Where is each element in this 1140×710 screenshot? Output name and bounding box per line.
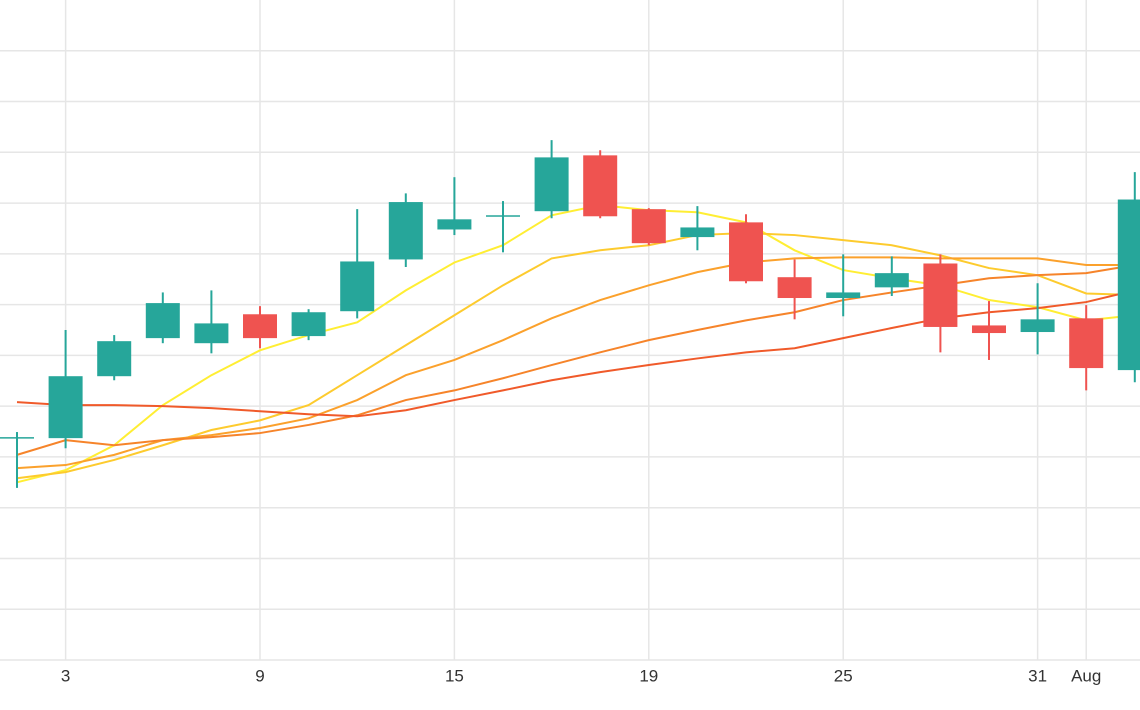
x-tick-label: 25 <box>834 666 853 685</box>
candle-body <box>194 323 229 344</box>
candles <box>0 140 1140 488</box>
candle-body <box>0 437 34 439</box>
x-tick-label: Aug <box>1071 666 1101 685</box>
candle-body <box>340 261 375 312</box>
x-tick-label: 15 <box>445 666 464 685</box>
candle-body <box>874 273 909 288</box>
candle-body <box>534 157 569 212</box>
moving-averages <box>16 204 1136 484</box>
candle-body <box>1020 319 1055 333</box>
x-tick-label: 9 <box>255 666 264 685</box>
candle-body <box>97 341 132 377</box>
x-tick-label: 31 <box>1028 666 1047 685</box>
candle-body <box>1117 199 1140 371</box>
candle-body <box>437 219 472 230</box>
candle-body <box>923 263 958 327</box>
candle-body <box>972 325 1006 334</box>
candle-body <box>243 314 277 339</box>
moving-average-line <box>16 256 1135 470</box>
candle-body <box>729 222 763 282</box>
x-tick-label: 3 <box>61 666 70 685</box>
candle-body <box>388 202 423 260</box>
candle-body <box>777 277 812 299</box>
candle-body <box>583 155 618 217</box>
candle-body <box>680 227 715 238</box>
candle-body <box>486 215 520 217</box>
candle-body <box>631 209 666 244</box>
moving-average-line <box>16 204 1135 484</box>
candle-body <box>291 312 326 337</box>
x-axis-labels: 3 9 15 19 25 31 Aug <box>61 666 1101 685</box>
candle-body <box>48 376 83 439</box>
candle-body <box>826 292 861 299</box>
candle-body <box>145 303 180 339</box>
candle-body <box>1069 318 1104 369</box>
x-tick-label: 19 <box>639 666 658 685</box>
